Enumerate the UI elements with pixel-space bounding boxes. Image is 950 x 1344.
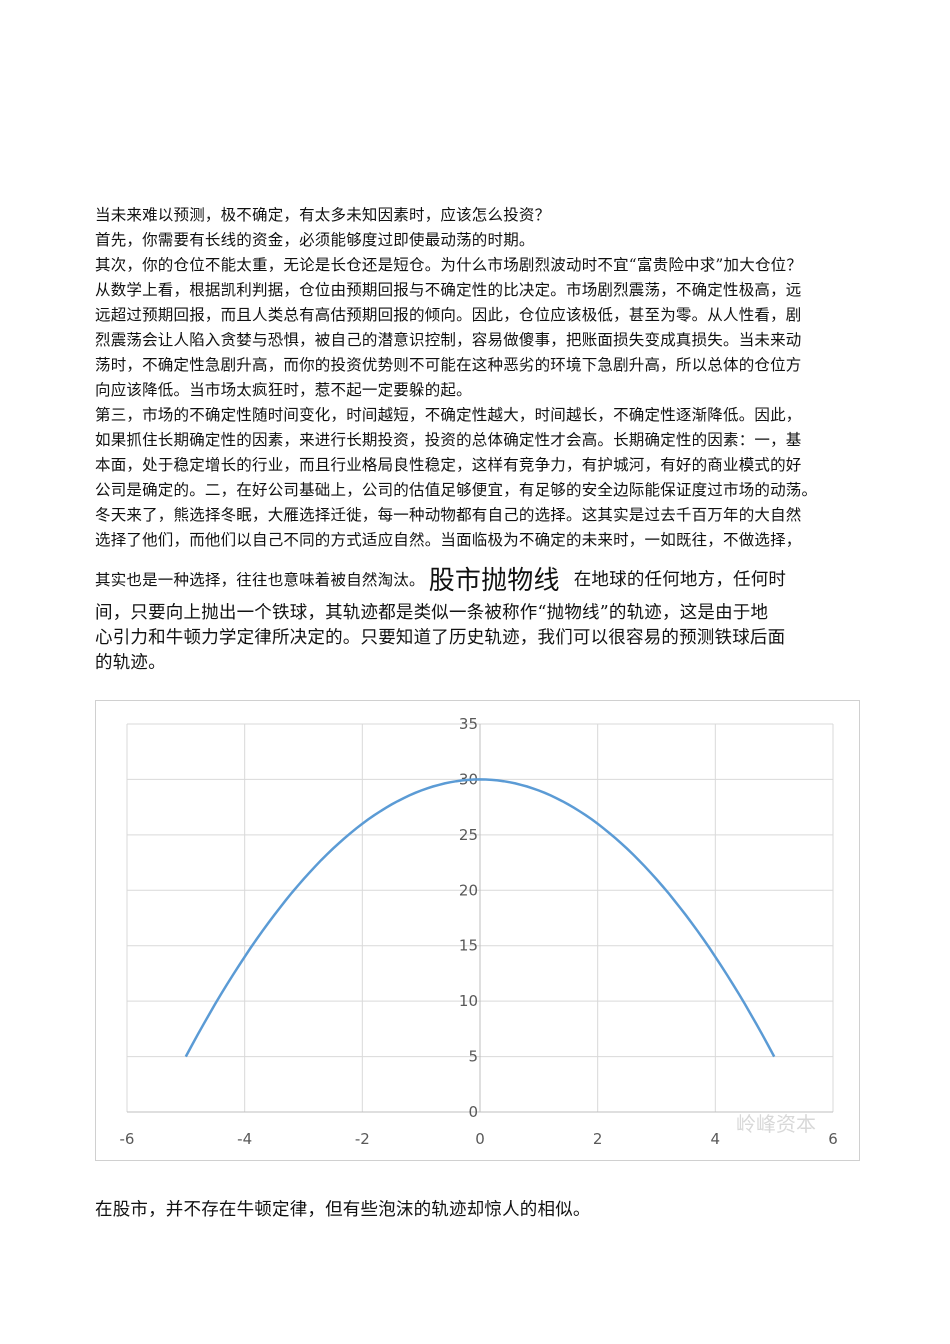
paragraph-line: 远超过预期回报，而且人类总有高估预期回报的倾向。因此，仓位应该极低，甚至为零。从…: [95, 306, 802, 324]
paragraph-line: 在地球的任何地方，任何时: [573, 570, 787, 590]
paragraph-line: 心引力和牛顿力学定律所决定的。只要知道了历史轨迹，我们可以很容易的预测铁球后面: [95, 628, 786, 648]
paragraph-line: 如果抓住长期确定性的因素，来进行长期投资，投资的总体确定性才会高。长期确定性的因…: [95, 431, 802, 449]
paragraph-line: 荡时，不确定性急剧升高，而你的投资优势则不可能在这种恶劣的环境下急剧升高，所以总…: [95, 356, 802, 374]
paragraph-line: 的轨迹。: [95, 653, 166, 673]
paragraph-line: 第三，市场的不确定性随时间变化，时间越短，不确定性越大，时间越长，不确定性逐渐降…: [95, 406, 802, 424]
section-title: 股市抛物线: [428, 566, 560, 596]
y-tick-label: 20: [459, 881, 478, 899]
paragraph-line: 烈震荡会让人陷入贪婪与恐惧，被自己的潜意识控制，容易做傻事，把账面损失变成真损失…: [95, 331, 802, 349]
x-tick-label: -6: [120, 1130, 135, 1148]
x-tick-label: 0: [475, 1130, 485, 1148]
series-line: [184, 778, 776, 1058]
parabola-chart: -6 -4 -2 0 2 4 6 0 5 10 15 20 25 30 35 岭峰资本: [95, 700, 860, 1161]
paragraph-line: 其实也是一种选择，往往也意味着被自然淘汰。: [95, 570, 425, 589]
watermark: 岭峰资本: [736, 1112, 816, 1136]
paragraph-line: 当未来难以预测，极不确定，有太多未知因素时，应该怎么投资？: [95, 206, 551, 224]
paragraph-line: 首先，你需要有长线的资金，必须能够度过即使最动荡的时期。: [95, 231, 535, 249]
x-tick-label: 6: [828, 1130, 838, 1148]
mixed-line: 其实也是一种选择，往往也意味着被自然淘汰。 股市抛物线 在地球的任何地方，任何时: [95, 560, 786, 597]
paragraph-line: 公司是确定的。二，在好公司基础上，公司的估值足够便宜，有足够的安全边际能保证度过…: [95, 481, 818, 499]
paragraph-line: 间，只要向上抛出一个铁球，其轨迹都是类似一条被称作“抛物线”的轨迹，这是由于地: [95, 603, 769, 623]
paragraph-line: 其次，你的仓位不能太重，无论是长仓还是短仓。为什么市场剧烈波动时不宜“富贵险中求…: [95, 256, 803, 274]
x-tick-label: 2: [593, 1130, 603, 1148]
y-tick-label: 5: [468, 1048, 478, 1066]
paragraph-line: 选择了他们，而他们以自己不同的方式适应自然。当面临极为不确定的未来时，一如既往，…: [95, 531, 802, 549]
closing-line: 在股市，并不存在牛顿定律，但有些泡沫的轨迹却惊人的相似。: [95, 1200, 591, 1220]
paragraph-line: 冬天来了，熊选择冬眠，大雁选择迁徙，每一种动物都有自己的选择。这其实是过去千百万…: [95, 506, 802, 524]
y-tick-label: 10: [459, 992, 478, 1010]
y-tick-label: 0: [468, 1103, 478, 1121]
x-tick-label: 4: [711, 1130, 721, 1148]
paragraph-line: 从数学上看，根据凯利判据，仓位由预期回报与不确定性的比决定。市场剧烈震荡，不确定…: [95, 281, 802, 299]
y-tick-label: 35: [459, 715, 478, 733]
y-tick-label: 25: [459, 826, 478, 844]
x-tick-label: -2: [355, 1130, 370, 1148]
y-tick-label: 15: [459, 937, 478, 955]
paragraph-line: 本面，处于稳定增长的行业，而且行业格局良性稳定，这样有竞争力，有护城河，有好的商…: [95, 456, 802, 474]
x-tick-label: -4: [237, 1130, 252, 1148]
paragraph-line: 向应该降低。当市场太疯狂时，惹不起一定要躲的起。: [95, 381, 472, 399]
